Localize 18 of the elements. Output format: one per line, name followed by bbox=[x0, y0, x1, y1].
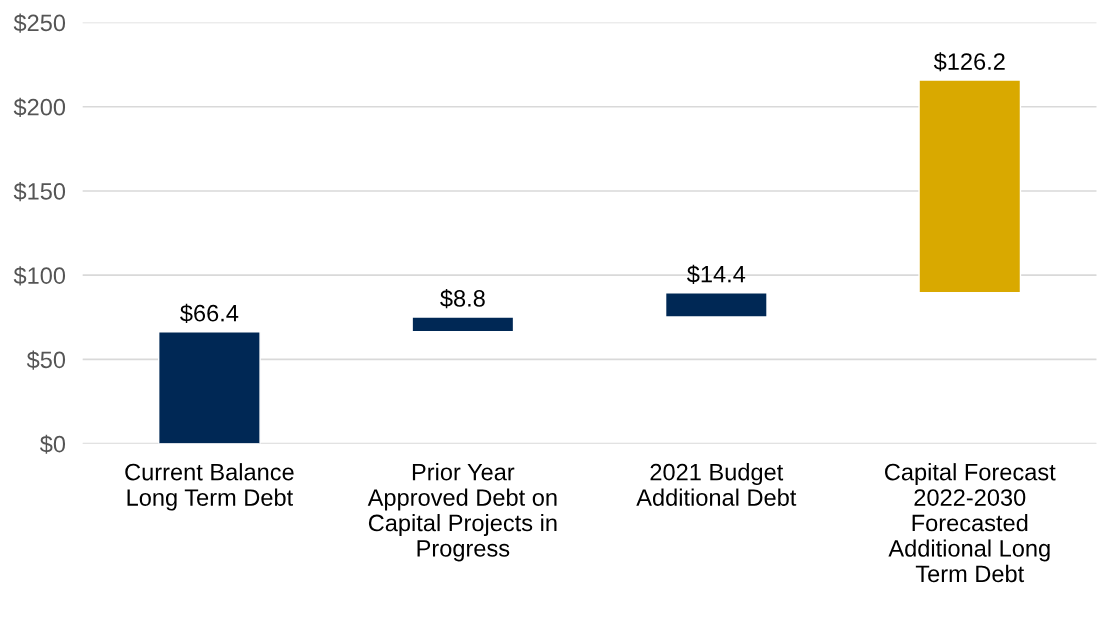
y-tick-label: $200 bbox=[13, 97, 66, 117]
bar bbox=[157, 331, 261, 444]
y-tick-label: $100 bbox=[13, 266, 66, 286]
x-tick-label: 2021 Budget Additional Debt bbox=[636, 463, 797, 506]
x-tick-label: Capital Forecast 2022-2030 Forecasted Additional Long Term Debt bbox=[885, 463, 1056, 583]
x-tick-label: Current Balance Long Term Debt bbox=[125, 463, 294, 511]
data-label: $14.4 bbox=[687, 264, 746, 284]
x-tick-label: Prior Year Approved Debt on Capital Projects in Progress bbox=[367, 463, 557, 562]
data-label: $66.4 bbox=[180, 303, 239, 323]
bar bbox=[411, 316, 515, 333]
y-tick-label: $0 bbox=[39, 434, 66, 454]
y-tick-label: $150 bbox=[13, 182, 66, 202]
y-tick-label: $50 bbox=[26, 350, 66, 370]
bar bbox=[918, 79, 1022, 294]
data-label: $126.2 bbox=[933, 52, 1005, 72]
bar bbox=[664, 292, 768, 318]
data-label: $8.8 bbox=[440, 289, 485, 309]
y-tick-label: $250 bbox=[13, 13, 66, 33]
